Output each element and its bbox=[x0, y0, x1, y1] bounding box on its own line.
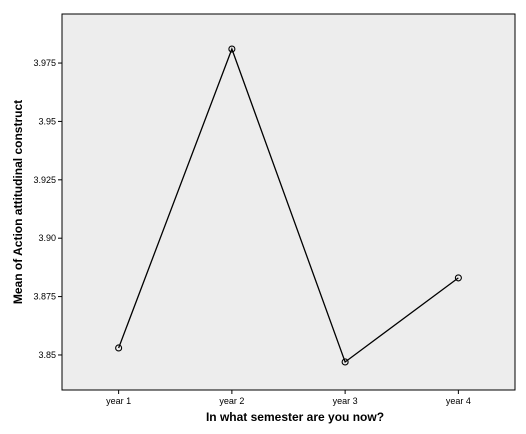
data-point bbox=[228, 45, 236, 53]
x-axis-title: In what semester are you now? bbox=[206, 410, 384, 424]
x-axis: year 1 year 2 year 3 year 4 bbox=[106, 390, 471, 406]
x-tick-label: year 2 bbox=[219, 396, 244, 406]
y-tick-label: 3.975 bbox=[33, 58, 56, 68]
data-point bbox=[115, 344, 123, 352]
y-tick-label: 3.875 bbox=[33, 292, 56, 302]
x-tick-label: year 4 bbox=[446, 396, 471, 406]
y-axis: 3.85 3.875 3.90 3.925 3.95 3.975 bbox=[33, 58, 62, 360]
plot-area bbox=[61, 13, 516, 391]
y-tick-label: 3.90 bbox=[38, 233, 56, 243]
x-tick-label: year 1 bbox=[106, 396, 131, 406]
series-line bbox=[118, 47, 459, 364]
y-tick-label: 3.95 bbox=[38, 116, 56, 126]
series-group bbox=[115, 45, 462, 366]
y-tick-label: 3.85 bbox=[38, 350, 56, 360]
y-axis-title: Mean of Action attitudinal construct bbox=[11, 100, 25, 304]
y-tick-label: 3.925 bbox=[33, 175, 56, 185]
x-tick-label: year 3 bbox=[333, 396, 358, 406]
data-point bbox=[341, 358, 349, 366]
data-point bbox=[454, 274, 462, 282]
